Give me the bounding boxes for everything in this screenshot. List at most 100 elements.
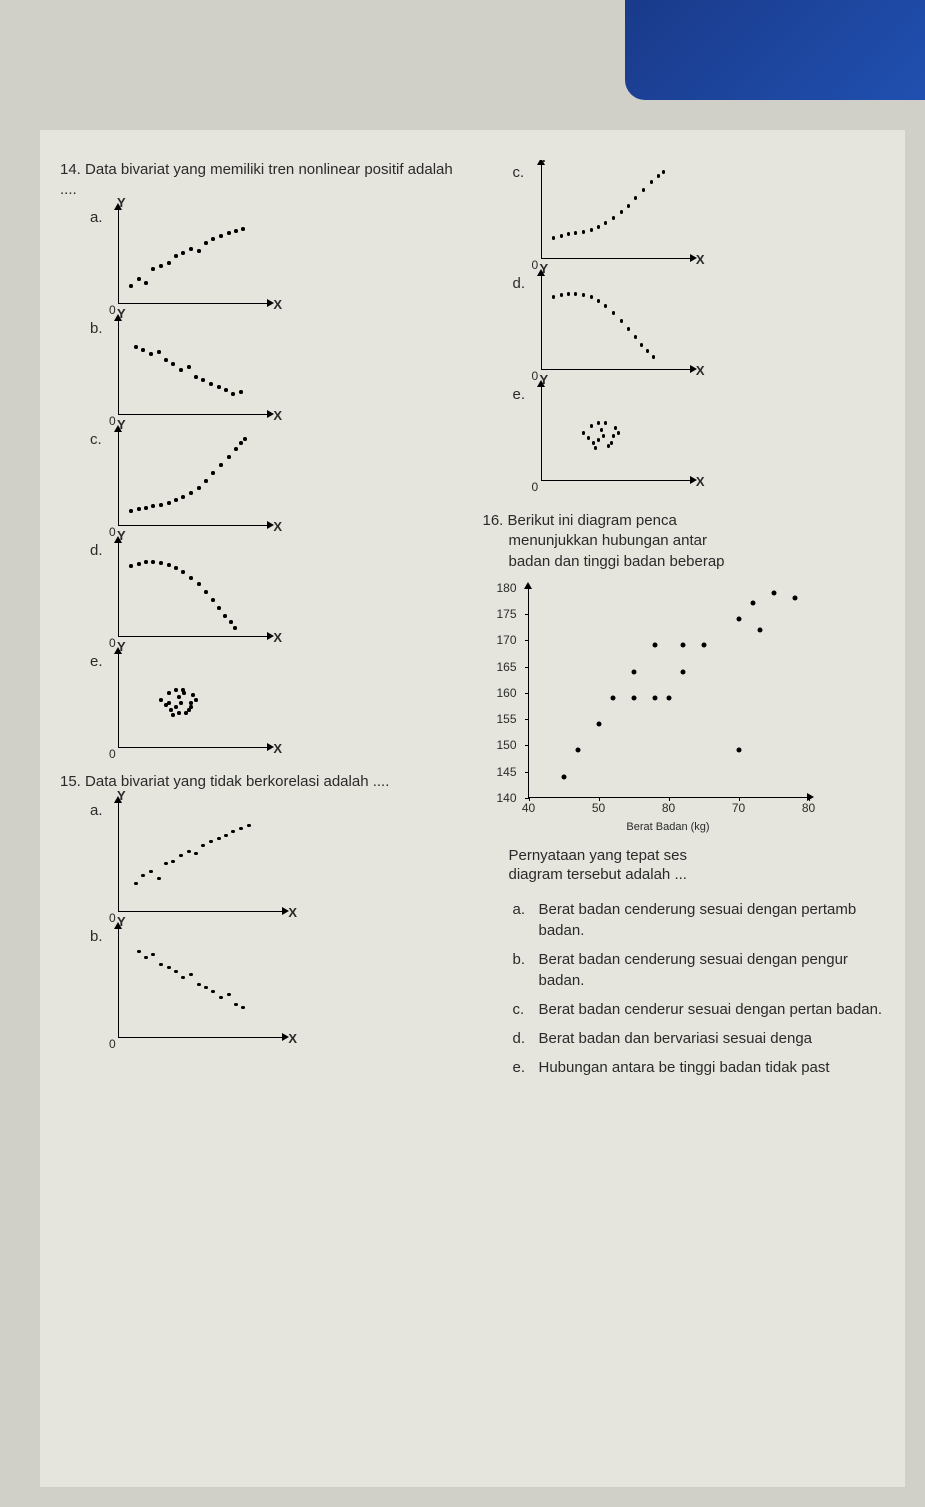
data-point (234, 229, 238, 233)
data-point (187, 708, 191, 712)
chart-option: b.YX0 (90, 928, 463, 1050)
data-point (666, 695, 671, 700)
data-point (680, 669, 685, 674)
ytick-label: 180 (497, 581, 517, 595)
data-point (174, 254, 178, 258)
data-point (167, 691, 171, 695)
data-point (149, 352, 153, 356)
data-point (144, 560, 148, 564)
answer-option: b.Berat badan cenderung sesuai dengan pe… (513, 949, 886, 991)
data-point (141, 874, 145, 878)
data-point (181, 570, 185, 574)
data-point (174, 498, 178, 502)
data-point (239, 441, 243, 445)
data-point (144, 506, 148, 510)
xtick-mark (809, 797, 810, 801)
arrow-icon (114, 647, 122, 654)
option-letter: b. (90, 320, 108, 337)
data-point (634, 335, 638, 339)
xtick-mark (739, 797, 740, 801)
arrow-icon (537, 380, 545, 387)
answer-option: e.Hubungan antara be tinggi badan tidak … (513, 1057, 886, 1078)
answer-text: Hubungan antara be tinggi badan tidak pa… (539, 1057, 886, 1078)
arrow-icon (537, 160, 545, 165)
data-point (604, 421, 608, 425)
data-point (171, 713, 175, 717)
data-point (179, 854, 183, 858)
data-point (662, 170, 666, 174)
data-point (620, 319, 624, 323)
answer-option: c.Berat badan cenderur sesuai dengan per… (513, 999, 886, 1020)
data-point (189, 491, 193, 495)
data-point (189, 973, 193, 977)
q14-number: 14. (60, 161, 81, 178)
data-point (736, 617, 741, 622)
data-point (129, 509, 133, 513)
option-letter: e. (90, 653, 108, 670)
data-point (219, 463, 223, 467)
data-point (224, 388, 228, 392)
data-point (229, 620, 233, 624)
axis-origin: 0 (109, 1037, 116, 1051)
option-letter: e. (513, 386, 531, 403)
data-point (227, 455, 231, 459)
chart-option: c. YX0 (513, 164, 886, 271)
data-point (231, 830, 235, 834)
xtick-mark (599, 797, 600, 801)
axis-x-label: X (696, 252, 705, 267)
data-point (177, 711, 181, 715)
data-point (174, 688, 178, 692)
data-point (597, 299, 601, 303)
arrow-icon (267, 521, 274, 529)
data-point (171, 860, 175, 864)
arrow-icon (114, 203, 122, 210)
data-point (149, 870, 153, 874)
mini-scatter-plot: YX0 (118, 320, 268, 415)
data-point (201, 844, 205, 848)
data-point (194, 375, 198, 379)
data-point (575, 748, 580, 753)
data-point (657, 174, 661, 178)
q14-body: Data bivariat yang memiliki tren nonline… (60, 161, 453, 198)
data-point (241, 1006, 245, 1010)
data-point (617, 431, 621, 435)
data-point (167, 701, 171, 705)
data-point (204, 241, 208, 245)
data-point (151, 267, 155, 271)
data-point (157, 877, 161, 881)
data-point (614, 426, 618, 430)
data-point (597, 438, 601, 442)
data-point (191, 693, 195, 697)
q16-line2: menunjukkan hubungan antar (509, 532, 708, 549)
data-point (590, 424, 594, 428)
data-point (607, 444, 611, 448)
ytick-label: 160 (497, 686, 517, 700)
q16-line1: Berikut ini diagram penca (508, 512, 677, 529)
xtick-mark (529, 797, 530, 801)
data-point (560, 293, 564, 297)
axis-x-label: X (696, 363, 705, 378)
data-point (567, 292, 571, 296)
option-letter: d. (513, 275, 531, 292)
data-point (757, 627, 762, 632)
data-point (560, 234, 564, 238)
mini-scatter-plot: YX0 (541, 164, 691, 259)
data-point (204, 986, 208, 990)
data-point (631, 695, 636, 700)
ytick-label: 170 (497, 633, 517, 647)
data-point (217, 385, 221, 389)
chart-option: a.YX0 (90, 209, 463, 316)
data-point (137, 277, 141, 281)
data-point (224, 834, 228, 838)
arrow-icon (282, 1033, 289, 1041)
data-point (552, 236, 556, 240)
data-point (610, 441, 614, 445)
data-point (239, 390, 243, 394)
option-letter: c. (513, 164, 531, 181)
answer-text: Berat badan cenderung sesuai dengan pert… (539, 899, 886, 941)
data-point (137, 507, 141, 511)
data-point (602, 434, 606, 438)
worksheet-page: 14. Data bivariat yang memiliki tren non… (40, 130, 905, 1487)
chart-option: c.YX0 (90, 431, 463, 538)
xtick-label: 80 (662, 801, 675, 815)
